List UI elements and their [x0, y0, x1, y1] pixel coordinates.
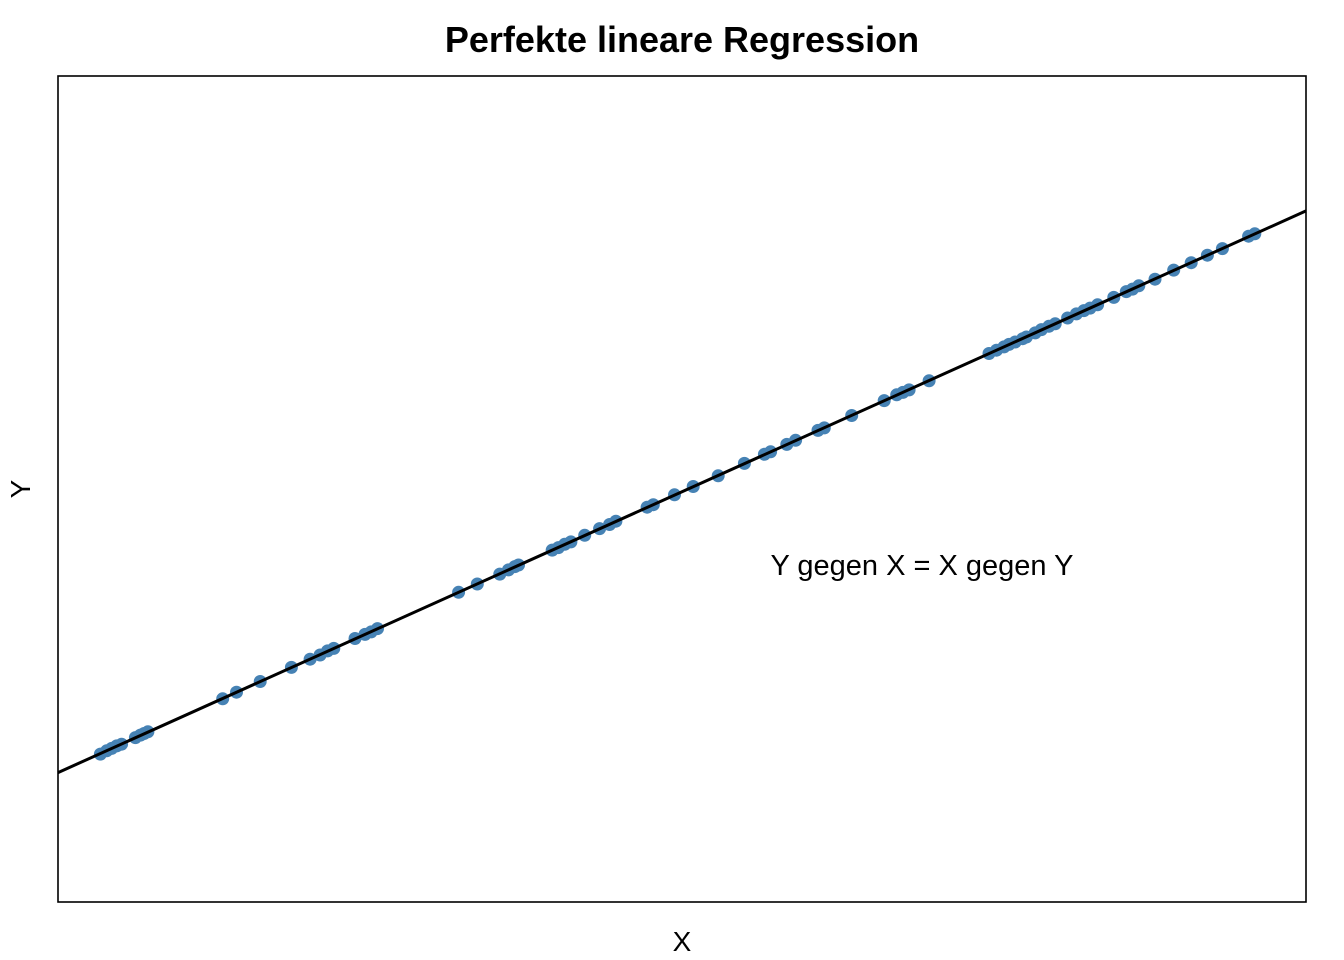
plot-frame: [57, 75, 1307, 903]
x-axis-label: X: [673, 926, 692, 957]
chart-title: Perfekte lineare Regression: [445, 19, 919, 60]
chart-annotation: Y gegen X = X gegen Y: [771, 550, 1074, 582]
y-axis-label: Y: [5, 479, 36, 498]
regression-line: [57, 209, 1307, 774]
